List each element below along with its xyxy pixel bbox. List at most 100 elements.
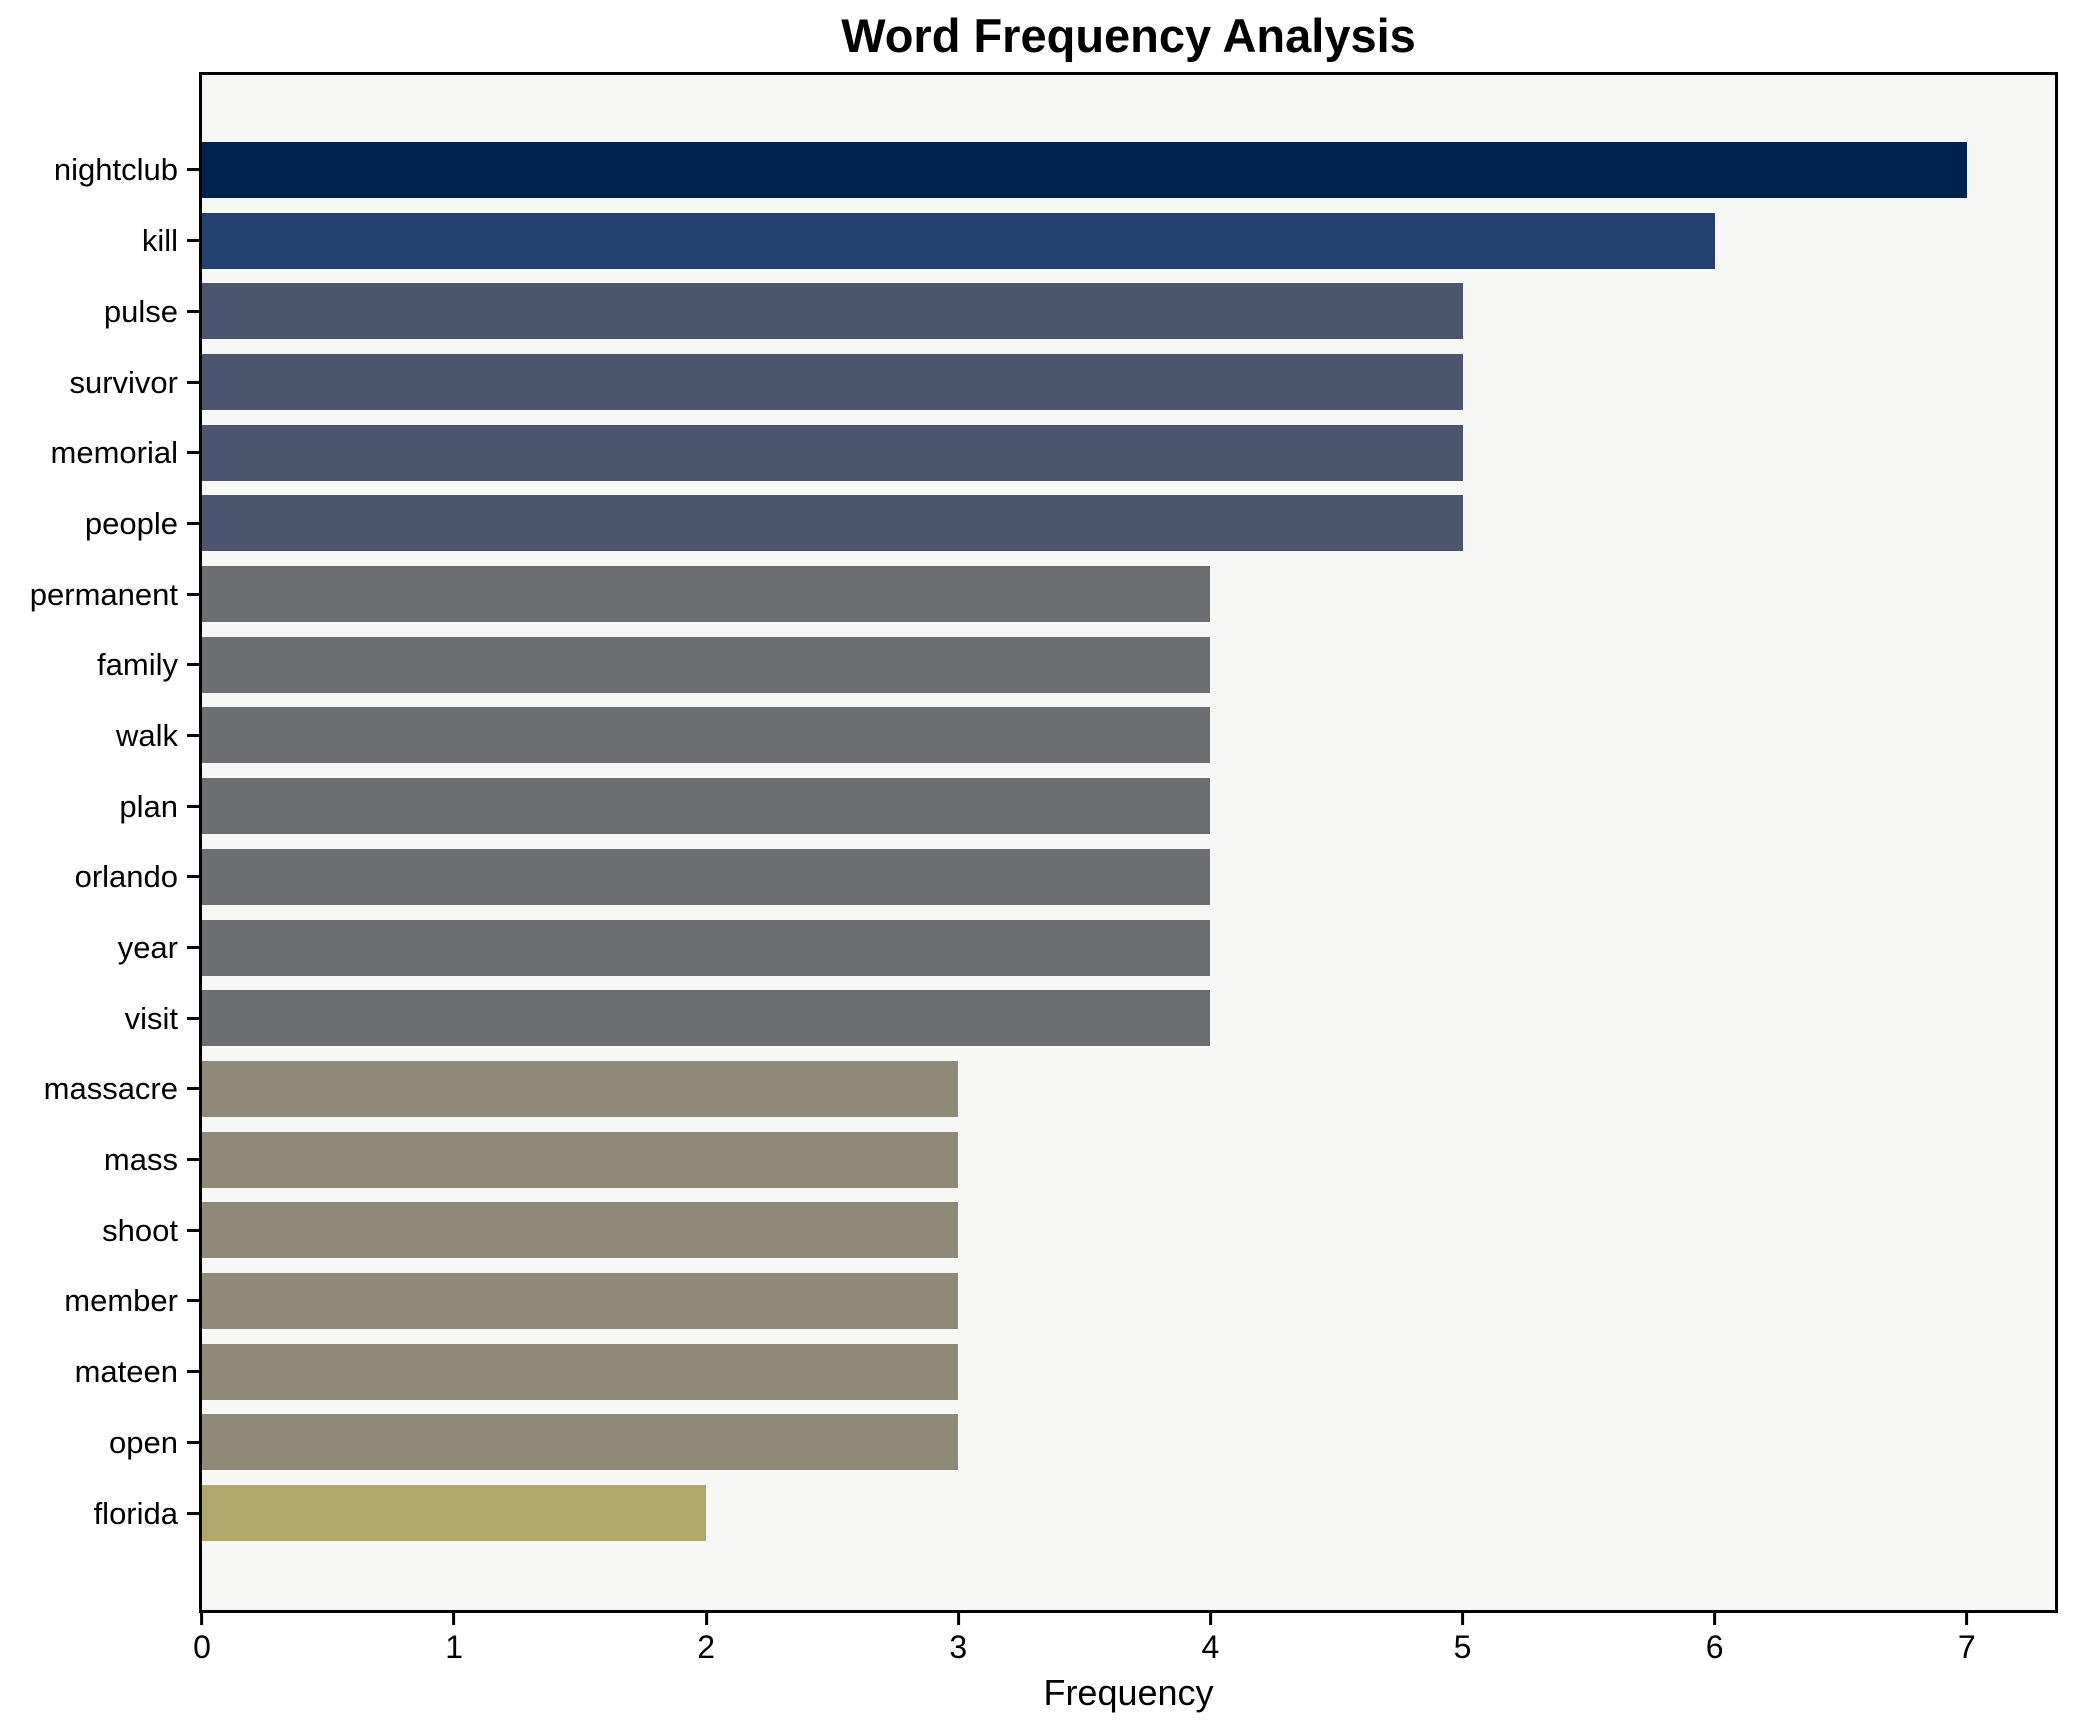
x-tick-label: 2 (697, 1629, 716, 1665)
y-tick-mark (187, 804, 199, 808)
bar (202, 636, 1211, 693)
bar (202, 848, 1211, 905)
category-label: year (117, 930, 178, 965)
category-label: member (64, 1283, 178, 1319)
category-label: walk (115, 717, 178, 753)
y-tick-mark (187, 1158, 199, 1162)
bar-row: florida (94, 1478, 2055, 1549)
bar-row: shoot (102, 1195, 2055, 1266)
bar (202, 990, 1211, 1047)
y-tick-mark (187, 1016, 199, 1020)
bar (202, 283, 1463, 340)
category-label: shoot (102, 1212, 178, 1248)
category-label: mass (103, 1142, 178, 1178)
bar (202, 1202, 959, 1259)
x-tick-mark (1965, 1613, 1969, 1625)
bar (202, 1414, 959, 1471)
x-tick-mark (704, 1613, 708, 1625)
bar-row: people (85, 488, 2055, 559)
x-tick-label: 7 (1957, 1629, 1976, 1665)
x-axis-label: Frequency (1043, 1672, 1214, 1713)
x-tick-mark (452, 1613, 456, 1625)
y-tick-mark (187, 239, 199, 243)
bars-container: nightclub kill pulse survivor memorial people… (30, 135, 2055, 1549)
bar-row: pulse (104, 276, 2055, 347)
bar (202, 707, 1211, 764)
bar-row: mass (104, 1124, 2055, 1195)
y-tick-mark (187, 1087, 199, 1091)
bar (202, 1272, 959, 1329)
bar-row: survivor (69, 347, 2055, 418)
y-tick-mark (187, 451, 199, 455)
bar (202, 212, 1715, 269)
y-tick-mark (187, 875, 199, 879)
y-tick-mark (187, 521, 199, 525)
bar (202, 495, 1463, 552)
x-tick-label: 1 (445, 1629, 463, 1665)
x-tick: 3 (949, 1613, 967, 1663)
bar-row: year (118, 912, 2055, 983)
category-label: open (109, 1424, 178, 1460)
bar-row: visit (125, 983, 2055, 1054)
y-tick-mark (187, 309, 199, 313)
x-tick-label: 6 (1705, 1629, 1724, 1665)
category-label: plan (119, 788, 178, 824)
bar (202, 424, 1463, 481)
bar-row: plan (119, 771, 2055, 842)
x-axis: 0 1 2 3 4 5 6 7 (193, 1613, 2055, 1673)
x-tick-label: 3 (949, 1629, 968, 1665)
x-tick-mark (1208, 1613, 1212, 1625)
bar-row: open (109, 1407, 2055, 1478)
y-tick-mark (187, 380, 199, 384)
category-label: permanent (29, 576, 178, 612)
bar (202, 566, 1211, 623)
category-label: survivor (69, 364, 178, 400)
bar-row: orlando (75, 841, 2055, 912)
y-tick-mark (187, 1299, 199, 1303)
category-label: memorial (50, 435, 178, 471)
x-tick-label: 4 (1201, 1629, 1220, 1665)
y-tick-mark (187, 946, 199, 949)
x-tick-mark (956, 1613, 960, 1625)
y-tick-mark (187, 1511, 199, 1515)
category-label: florida (93, 1495, 178, 1531)
chart-title: Word Frequency Analysis (841, 9, 1416, 62)
y-tick-mark (187, 1370, 199, 1374)
category-label: massacre (43, 1071, 178, 1107)
bar-row: walk (116, 700, 2055, 771)
y-tick-mark (187, 592, 199, 596)
x-tick: 2 (697, 1613, 715, 1663)
x-tick-label: 5 (1453, 1629, 1472, 1665)
category-label: kill (141, 223, 178, 259)
x-tick: 5 (1453, 1613, 1472, 1665)
y-tick-mark (187, 733, 199, 737)
x-tick-label: 0 (193, 1629, 211, 1665)
category-label: pulse (103, 293, 178, 329)
y-tick-mark (187, 1228, 199, 1232)
bar (202, 1343, 959, 1400)
category-label: visit (124, 1000, 178, 1036)
bar-row: massacre (44, 1054, 2055, 1125)
x-tick-mark (200, 1613, 204, 1625)
bar (202, 141, 1967, 198)
x-tick: 1 (445, 1613, 463, 1663)
bar (202, 919, 1211, 976)
bar-row: memorial (51, 417, 2055, 488)
bar (202, 1131, 959, 1188)
bar-row: kill (142, 205, 2055, 276)
bar (202, 1060, 959, 1117)
bar (202, 354, 1463, 410)
bar (202, 1485, 707, 1541)
y-tick-mark (187, 168, 199, 172)
x-tick-mark (1461, 1613, 1465, 1625)
category-label: nightclub (53, 152, 178, 188)
plot-area: nightclub kill pulse survivor memorial people… (30, 72, 2058, 1613)
bar-row: permanent (30, 559, 2055, 630)
y-tick-mark (187, 1440, 199, 1444)
x-tick: 4 (1201, 1613, 1220, 1665)
category-label: family (97, 647, 178, 683)
bar-row: member (64, 1266, 2055, 1337)
y-tick-mark (187, 663, 199, 667)
x-tick-mark (1713, 1613, 1717, 1625)
